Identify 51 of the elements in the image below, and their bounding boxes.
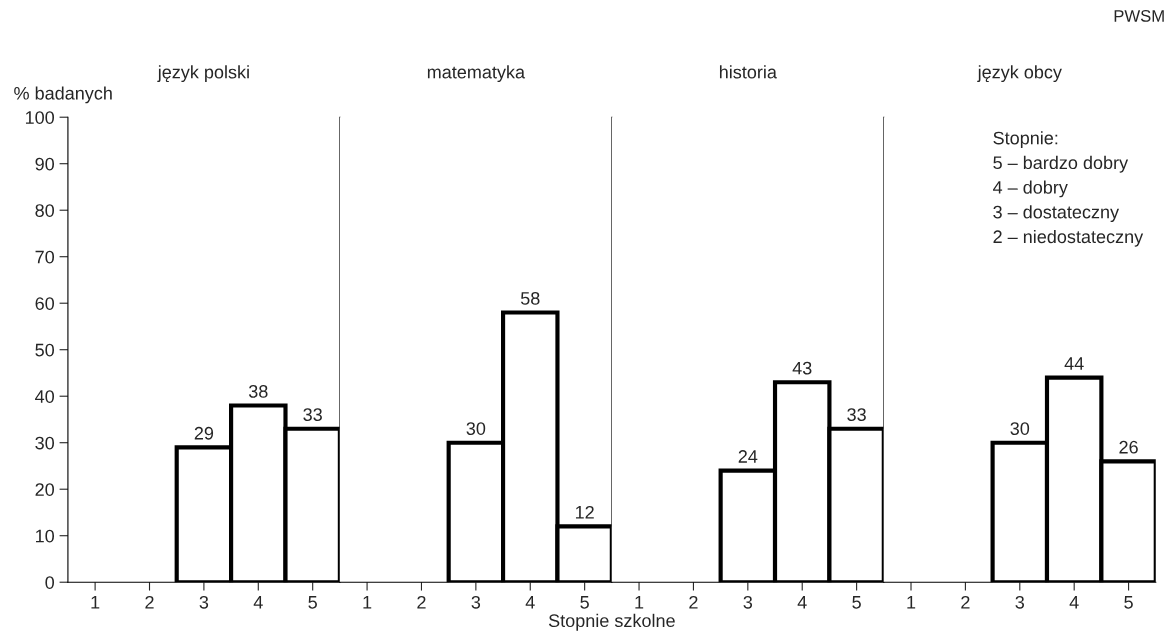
y-tick-label: 40 (35, 390, 55, 403)
text: PWSM (1114, 10, 1164, 22)
x-tick-label: 4 (525, 596, 535, 609)
x-tick-label: 2 (961, 595, 970, 609)
data-label: 44 (1064, 357, 1084, 370)
x-tick-label: 5 (1124, 596, 1133, 609)
y-tick-label: 50 (35, 343, 55, 357)
x-tick-label: 1 (635, 596, 644, 609)
data-label: 33 (303, 408, 322, 422)
chart-title: język polski (157, 65, 249, 83)
data-label: 12 (575, 505, 594, 519)
x-axis-title: Stopnie szkolne (548, 613, 675, 631)
y-tick-label: 60 (35, 297, 55, 310)
x-tick-label: 3 (743, 595, 753, 609)
data-label: 30 (466, 422, 486, 435)
x-tick-label: 4 (253, 596, 263, 609)
x-tick-label: 4 (797, 596, 807, 609)
x-tick-label: 5 (852, 596, 861, 609)
y-tick-label: 10 (36, 529, 55, 543)
x-tick-label: 5 (580, 596, 589, 609)
data-label: 38 (248, 384, 268, 398)
x-tick-label: 1 (907, 596, 916, 609)
x-tick-label: 3 (199, 595, 209, 609)
x-tick-label: 1 (363, 596, 372, 609)
chart-title: historia (719, 65, 777, 79)
y-tick-label: 90 (35, 157, 55, 171)
data-label: 43 (792, 361, 812, 375)
x-tick-label: 2 (417, 595, 426, 609)
y-tick-label: 80 (35, 204, 55, 217)
y-tick-label: 0 (45, 576, 55, 589)
y-axis-title: % badanych (14, 86, 112, 104)
x-tick-label: 5 (308, 596, 317, 609)
y-tick-label: 100 (25, 111, 55, 124)
annotation: Stopnie: 5 – bardzo dobry 4 – dobry 3 – dostateczny 2 – niedostateczny (993, 131, 1144, 247)
x-tick-label: 2 (689, 595, 698, 609)
data-label: 30 (1010, 422, 1030, 435)
y-tick-label: 30 (35, 436, 55, 450)
chart-title: matematyka (427, 65, 526, 83)
data-label: 26 (1119, 440, 1138, 454)
x-tick-label: 1 (91, 596, 100, 609)
data-label: 24 (738, 450, 758, 463)
y-tick-label: 70 (35, 250, 55, 264)
x-tick-label: 4 (1069, 596, 1079, 609)
x-tick-label: 2 (145, 595, 154, 609)
data-label: 58 (520, 291, 540, 305)
x-tick-label: 3 (471, 595, 481, 609)
chart-title: język obcy (977, 65, 1062, 83)
y-tick-label: 20 (35, 483, 55, 496)
x-tick-label: 3 (1015, 595, 1025, 609)
data-label: 33 (847, 408, 866, 422)
data-label: 29 (194, 426, 214, 440)
